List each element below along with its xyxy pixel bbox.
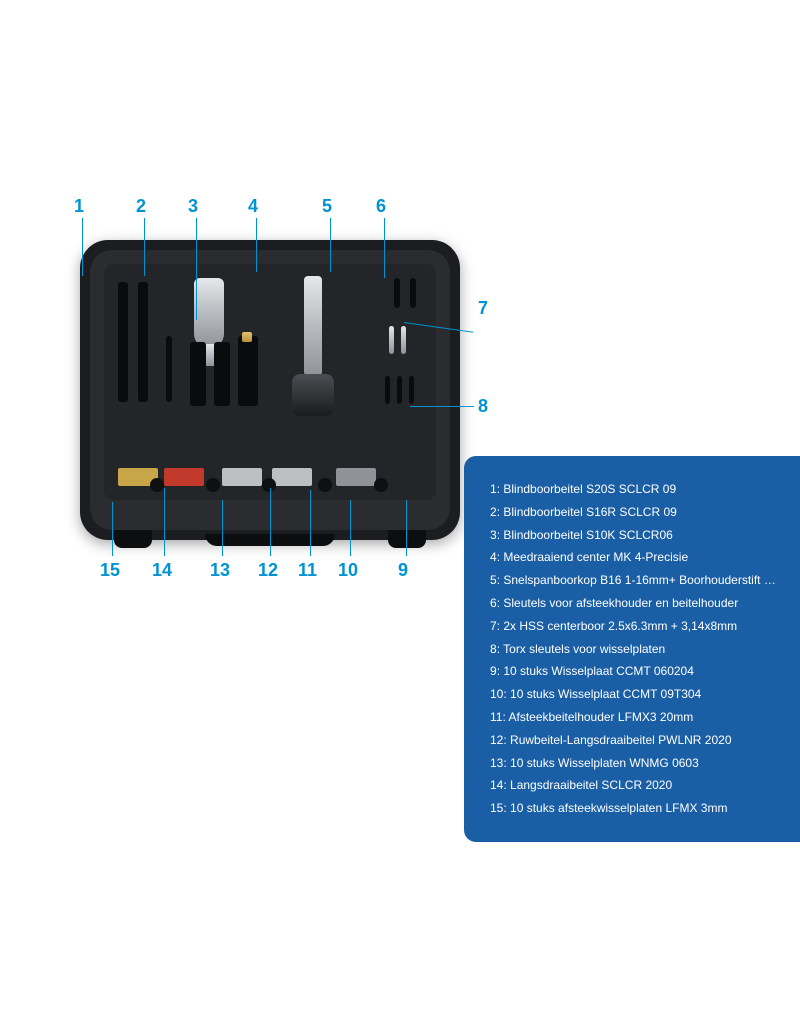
callout-3: 3 — [188, 196, 198, 217]
legend-n: 10 — [490, 687, 503, 701]
stage: 1 2 3 4 5 6 7 8 15 14 13 12 11 10 9 1: B… — [0, 0, 800, 1024]
callout-8: 8 — [478, 396, 488, 417]
legend-n: 12 — [490, 733, 503, 747]
legend-n: 4 — [490, 550, 497, 564]
legend-label: Blindboorbeitel S20S SCLCR 09 — [503, 482, 676, 496]
leader-6 — [384, 218, 385, 278]
legend-label: 2x HSS centerboor 2.5x6.3mm + 3,14x8mm — [503, 619, 737, 633]
legend-n: 3 — [490, 528, 497, 542]
callout-10: 10 — [338, 560, 358, 581]
legend-n: 7 — [490, 619, 497, 633]
legend-label: Sleutels voor afsteekhouder en beitelhou… — [503, 596, 738, 610]
case-foam — [104, 264, 436, 500]
callout-4: 4 — [248, 196, 258, 217]
legend-label: Langsdraaibeitel SCLCR 2020 — [510, 778, 672, 792]
legend-label: 10 stuks Wisselplaat CCMT 060204 — [503, 664, 694, 678]
callout-7: 7 — [478, 298, 488, 319]
callout-15: 15 — [100, 560, 120, 581]
legend-row: 15: 10 stuks afsteekwisselplaten LFMX 3m… — [490, 797, 778, 820]
case-latch-right — [388, 530, 426, 548]
legend-label: Meedraaiend center MK 4-Precisie — [503, 550, 688, 564]
callout-12: 12 — [258, 560, 278, 581]
legend-row: 12: Ruwbeitel-Langsdraaibeitel PWLNR 202… — [490, 729, 778, 752]
legend-label: Ruwbeitel-Langsdraaibeitel PWLNR 2020 — [510, 733, 731, 747]
leader-12 — [270, 488, 271, 556]
leader-13 — [222, 500, 223, 556]
leader-15 — [112, 502, 113, 556]
legend-row: 4: Meedraaiend center MK 4-Precisie — [490, 546, 778, 569]
legend-n: 11 — [490, 710, 502, 724]
legend-label: 10 stuks Wisselplaten WNMG 0603 — [510, 756, 699, 770]
legend-n: 6 — [490, 596, 497, 610]
legend-row: 6: Sleutels voor afsteekhouder en beitel… — [490, 592, 778, 615]
legend-label: Blindboorbeitel S10K SCLCR06 — [503, 528, 672, 542]
leader-2 — [144, 218, 145, 276]
legend-row: 9: 10 stuks Wisselplaat CCMT 060204 — [490, 660, 778, 683]
legend-row: 13: 10 stuks Wisselplaten WNMG 0603 — [490, 752, 778, 775]
legend-panel: 1: Blindboorbeitel S20S SCLCR 09 2: Blin… — [464, 456, 800, 842]
legend-label: 10 stuks afsteekwisselplaten LFMX 3mm — [510, 801, 727, 815]
legend-n: 15 — [490, 801, 503, 815]
legend-row: 14: Langsdraaibeitel SCLCR 2020 — [490, 774, 778, 797]
legend-row: 1: Blindboorbeitel S20S SCLCR 09 — [490, 478, 778, 501]
leader-3 — [196, 218, 197, 320]
legend-row: 8: Torx sleutels voor wisselplaten — [490, 638, 778, 661]
leader-11 — [310, 490, 311, 556]
leader-14 — [164, 488, 165, 556]
leader-9 — [406, 500, 407, 556]
legend-row: 11: Afsteekbeitelhouder LFMX3 20mm — [490, 706, 778, 729]
leader-5 — [330, 218, 331, 272]
legend-label: Snelspanboorkop B16 1-16mm+ Boorhouderst… — [503, 573, 778, 587]
legend-n: 14 — [490, 778, 503, 792]
callout-9: 9 — [398, 560, 408, 581]
legend-label: Afsteekbeitelhouder LFMX3 20mm — [508, 710, 693, 724]
callout-14: 14 — [152, 560, 172, 581]
callout-1: 1 — [74, 196, 84, 217]
callout-2: 2 — [136, 196, 146, 217]
legend-label: Torx sleutels voor wisselplaten — [503, 642, 665, 656]
leader-1 — [82, 218, 83, 276]
legend-row: 2: Blindboorbeitel S16R SCLCR 09 — [490, 501, 778, 524]
callout-13: 13 — [210, 560, 230, 581]
callout-11: 11 — [298, 560, 317, 581]
legend-n: 5 — [490, 573, 497, 587]
leader-8 — [410, 406, 474, 407]
legend-row: 3: Blindboorbeitel S10K SCLCR06 — [490, 524, 778, 547]
legend-n: 9 — [490, 664, 497, 678]
legend-row: 7: 2x HSS centerboor 2.5x6.3mm + 3,14x8m… — [490, 615, 778, 638]
callout-5: 5 — [322, 196, 332, 217]
leader-10 — [350, 500, 351, 556]
legend-label: 10 stuks Wisselplaat CCMT 09T304 — [510, 687, 701, 701]
legend-label: Blindboorbeitel S16R SCLCR 09 — [503, 505, 676, 519]
legend-row: 10: 10 stuks Wisselplaat CCMT 09T304 — [490, 683, 778, 706]
case-latch-left — [114, 530, 152, 548]
callout-6: 6 — [376, 196, 386, 217]
legend-n: 1 — [490, 482, 497, 496]
legend-n: 2 — [490, 505, 497, 519]
legend-n: 13 — [490, 756, 503, 770]
leader-4 — [256, 218, 257, 272]
legend-row: 5: Snelspanboorkop B16 1-16mm+ Boorhoude… — [490, 569, 778, 592]
legend-n: 8 — [490, 642, 497, 656]
